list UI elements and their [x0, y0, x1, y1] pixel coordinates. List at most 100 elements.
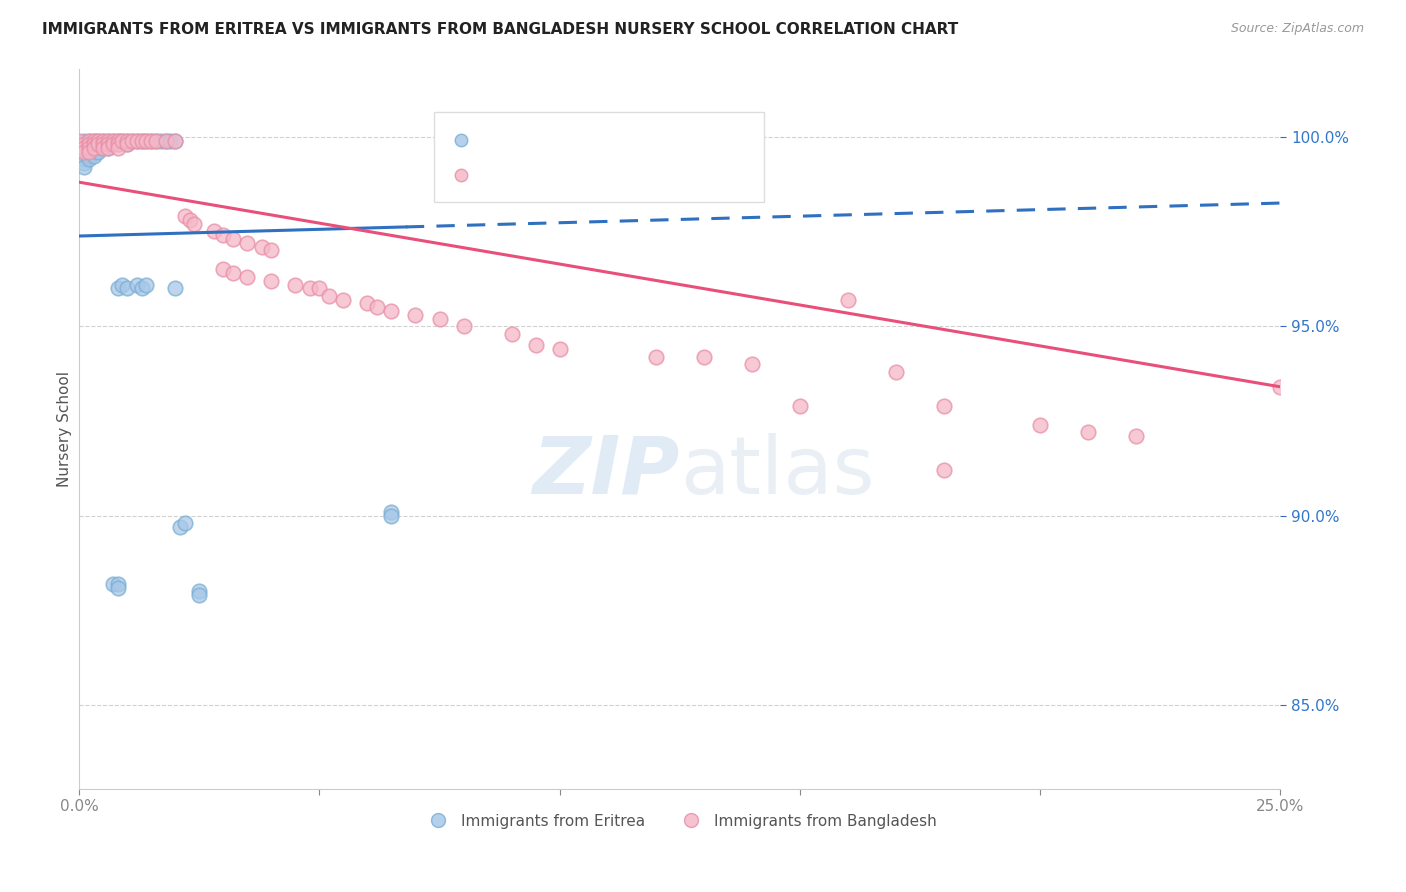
Point — [135, 277, 157, 292]
Point — [73, 145, 96, 159]
Point — [101, 137, 124, 152]
Point — [97, 137, 120, 152]
Point — [67, 149, 90, 163]
Point — [87, 141, 110, 155]
Point — [91, 134, 114, 148]
Point — [501, 326, 523, 341]
Point — [73, 137, 96, 152]
Point — [83, 137, 105, 152]
Point — [429, 311, 451, 326]
Point — [884, 365, 907, 379]
Point — [115, 134, 138, 148]
Point — [77, 153, 100, 167]
Point — [524, 338, 547, 352]
Point — [107, 134, 129, 148]
Point — [356, 296, 378, 310]
Point — [932, 399, 955, 413]
Point — [135, 134, 157, 148]
Point — [222, 232, 245, 246]
Point — [121, 134, 143, 148]
Point — [111, 134, 134, 148]
Point — [115, 281, 138, 295]
Point — [97, 141, 120, 155]
Point — [188, 584, 211, 599]
Point — [73, 153, 96, 167]
Point — [121, 134, 143, 148]
Point — [91, 134, 114, 148]
Point — [173, 516, 195, 531]
Point — [131, 134, 153, 148]
Point — [87, 137, 110, 152]
Point — [77, 149, 100, 163]
Point — [141, 134, 163, 148]
Point — [73, 149, 96, 163]
Point — [73, 141, 96, 155]
Point — [67, 141, 90, 155]
Point — [107, 134, 129, 148]
Point — [73, 141, 96, 155]
Point — [380, 304, 402, 318]
Point — [67, 134, 90, 148]
Point — [91, 137, 114, 152]
Point — [77, 134, 100, 148]
Y-axis label: Nursery School: Nursery School — [58, 370, 72, 486]
Text: 0.043: 0.043 — [554, 133, 612, 148]
Point — [453, 319, 475, 334]
Point — [107, 281, 129, 295]
Point — [107, 137, 129, 152]
Text: N =: N = — [626, 168, 655, 183]
Point — [107, 577, 129, 591]
Point — [91, 137, 114, 152]
Point — [115, 137, 138, 152]
Point — [101, 134, 124, 148]
Point — [741, 357, 763, 371]
Text: 66: 66 — [673, 133, 695, 148]
Point — [332, 293, 354, 307]
Point — [308, 281, 330, 295]
Point — [111, 277, 134, 292]
Point — [644, 350, 666, 364]
Point — [125, 277, 148, 292]
Point — [67, 137, 90, 152]
Point — [188, 588, 211, 602]
Point — [125, 134, 148, 148]
Point — [169, 520, 191, 534]
Point — [77, 141, 100, 155]
Point — [250, 239, 273, 253]
Point — [1029, 417, 1052, 432]
Point — [155, 134, 177, 148]
Text: 76: 76 — [673, 168, 695, 183]
Point — [77, 134, 100, 148]
Point — [97, 137, 120, 152]
Point — [548, 342, 571, 356]
Point — [97, 141, 120, 155]
Point — [789, 399, 811, 413]
Point — [837, 293, 859, 307]
Point — [155, 134, 177, 148]
Point — [97, 134, 120, 148]
Point — [405, 308, 427, 322]
Point — [183, 217, 205, 231]
Point — [77, 137, 100, 152]
Point — [67, 145, 90, 159]
Point — [298, 281, 321, 295]
Point — [87, 145, 110, 159]
Point — [101, 134, 124, 148]
Point — [212, 228, 235, 243]
Point — [107, 141, 129, 155]
Point — [693, 350, 716, 364]
Point — [173, 210, 195, 224]
Point — [73, 137, 96, 152]
Point — [101, 577, 124, 591]
Point — [77, 137, 100, 152]
Point — [135, 134, 157, 148]
Point — [73, 156, 96, 170]
Point — [179, 213, 201, 227]
Text: Source: ZipAtlas.com: Source: ZipAtlas.com — [1230, 22, 1364, 36]
Point — [165, 134, 187, 148]
Point — [380, 508, 402, 523]
Point — [83, 141, 105, 155]
Text: -0.401: -0.401 — [554, 168, 607, 183]
Point — [87, 134, 110, 148]
Point — [165, 281, 187, 295]
